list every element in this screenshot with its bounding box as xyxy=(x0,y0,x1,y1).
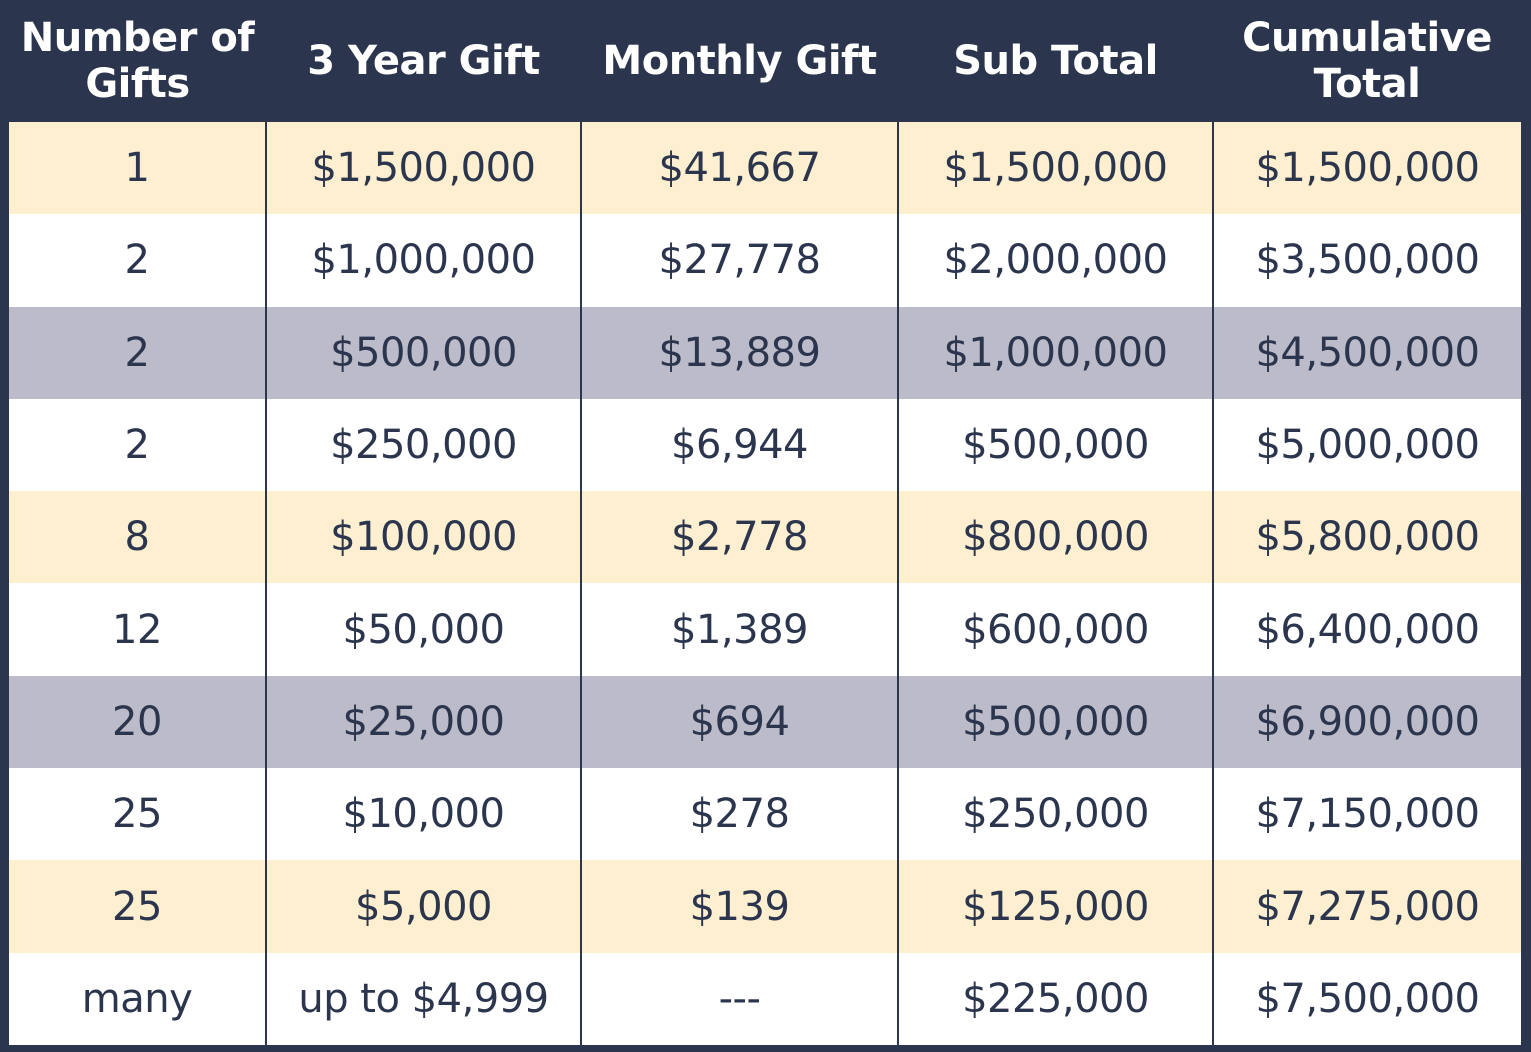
table-body: 1 $1,500,000 $41,667 $1,500,000 $1,500,000 2 $… xyxy=(9,122,1521,1045)
header-3-year-gift: 3 Year Gift xyxy=(266,0,581,122)
table-row: 2 $500,000 $13,889 $1,000,000 $4,500,000 xyxy=(9,306,1521,399)
number-of-gifts-cell: 2 xyxy=(9,214,266,307)
table-row: many up to $4,999 --- $225,000 $7,500,000 xyxy=(9,952,1521,1045)
cumulative-total-cell: $7,150,000 xyxy=(1212,768,1521,861)
number-of-gifts-cell: 1 xyxy=(9,122,266,215)
number-of-gifts-cell: 2 xyxy=(9,398,266,492)
table-row: 25 $5,000 $139 $125,000 $7,275,000 xyxy=(9,860,1521,953)
header-monthly-gift: Monthly Gift xyxy=(581,0,898,122)
sub-total-cell: $500,000 xyxy=(897,398,1213,492)
three-year-gift-cell: $50,000 xyxy=(265,583,581,676)
sub-total-cell: $500,000 xyxy=(897,675,1213,769)
number-of-gifts-cell: 20 xyxy=(9,675,266,769)
number-of-gifts-cell: many xyxy=(9,952,266,1045)
number-of-gifts-cell: 8 xyxy=(9,491,266,584)
sub-total-cell: $2,000,000 xyxy=(897,214,1213,307)
three-year-gift-cell: $100,000 xyxy=(265,491,581,584)
monthly-gift-cell: --- xyxy=(580,952,898,1045)
cumulative-total-cell: $1,500,000 xyxy=(1212,122,1521,215)
three-year-gift-cell: $250,000 xyxy=(265,398,581,492)
monthly-gift-cell: $694 xyxy=(580,675,898,769)
table-row: 2 $250,000 $6,944 $500,000 $5,000,000 xyxy=(9,398,1521,492)
sub-total-cell: $800,000 xyxy=(897,491,1213,584)
sub-total-cell: $600,000 xyxy=(897,583,1213,676)
table-row: 8 $100,000 $2,778 $800,000 $5,800,000 xyxy=(9,491,1521,584)
three-year-gift-cell: $5,000 xyxy=(265,860,581,953)
sub-total-cell: $250,000 xyxy=(897,768,1213,861)
cumulative-total-cell: $3,500,000 xyxy=(1212,214,1521,307)
table-row: 12 $50,000 $1,389 $600,000 $6,400,000 xyxy=(9,583,1521,676)
table-row: 25 $10,000 $278 $250,000 $7,150,000 xyxy=(9,768,1521,861)
cumulative-total-cell: $5,000,000 xyxy=(1212,398,1521,492)
three-year-gift-cell: $500,000 xyxy=(265,306,581,399)
cumulative-total-cell: $7,500,000 xyxy=(1212,952,1521,1045)
monthly-gift-cell: $27,778 xyxy=(580,214,898,307)
cumulative-total-cell: $4,500,000 xyxy=(1212,306,1521,399)
header-cumulative-total: Cumulative Total xyxy=(1213,0,1521,122)
monthly-gift-cell: $1,389 xyxy=(580,583,898,676)
number-of-gifts-cell: 12 xyxy=(9,583,266,676)
header-row: Number of Gifts 3 Year Gift Monthly Gift… xyxy=(9,0,1521,122)
monthly-gift-cell: $139 xyxy=(580,860,898,953)
table-header: Number of Gifts 3 Year Gift Monthly Gift… xyxy=(9,0,1521,122)
three-year-gift-cell: $10,000 xyxy=(265,768,581,861)
three-year-gift-cell: $25,000 xyxy=(265,675,581,769)
monthly-gift-cell: $41,667 xyxy=(580,122,898,215)
cumulative-total-cell: $6,400,000 xyxy=(1212,583,1521,676)
sub-total-cell: $125,000 xyxy=(897,860,1213,953)
header-sub-total: Sub Total xyxy=(898,0,1213,122)
three-year-gift-cell: $1,500,000 xyxy=(265,122,581,215)
cumulative-total-cell: $5,800,000 xyxy=(1212,491,1521,584)
number-of-gifts-cell: 2 xyxy=(9,306,266,399)
sub-total-cell: $1,000,000 xyxy=(897,306,1213,399)
cumulative-total-cell: $6,900,000 xyxy=(1212,675,1521,769)
number-of-gifts-cell: 25 xyxy=(9,860,266,953)
sub-total-cell: $1,500,000 xyxy=(897,122,1213,215)
monthly-gift-cell: $278 xyxy=(580,768,898,861)
header-number-of-gifts: Number of Gifts xyxy=(9,0,266,122)
table-row: 20 $25,000 $694 $500,000 $6,900,000 xyxy=(9,675,1521,769)
gift-range-table: Number of Gifts 3 Year Gift Monthly Gift… xyxy=(9,0,1521,1045)
number-of-gifts-cell: 25 xyxy=(9,768,266,861)
monthly-gift-cell: $2,778 xyxy=(580,491,898,584)
cumulative-total-cell: $7,275,000 xyxy=(1212,860,1521,953)
three-year-gift-cell: $1,000,000 xyxy=(265,214,581,307)
three-year-gift-cell: up to $4,999 xyxy=(265,952,581,1045)
monthly-gift-cell: $13,889 xyxy=(580,306,898,399)
monthly-gift-cell: $6,944 xyxy=(580,398,898,492)
sub-total-cell: $225,000 xyxy=(897,952,1213,1045)
table-row: 1 $1,500,000 $41,667 $1,500,000 $1,500,000 xyxy=(9,122,1521,215)
table-row: 2 $1,000,000 $27,778 $2,000,000 $3,500,000 xyxy=(9,214,1521,307)
